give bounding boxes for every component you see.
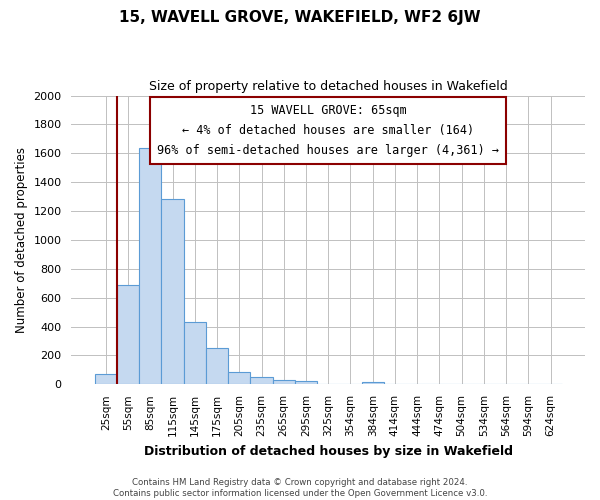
X-axis label: Distribution of detached houses by size in Wakefield: Distribution of detached houses by size …	[144, 444, 513, 458]
Text: Contains HM Land Registry data © Crown copyright and database right 2024.
Contai: Contains HM Land Registry data © Crown c…	[113, 478, 487, 498]
Text: 15, WAVELL GROVE, WAKEFIELD, WF2 6JW: 15, WAVELL GROVE, WAKEFIELD, WF2 6JW	[119, 10, 481, 25]
Bar	[139, 148, 161, 384]
Bar	[117, 284, 139, 384]
Bar	[95, 374, 117, 384]
Text: 15 WAVELL GROVE: 65sqm
← 4% of detached houses are smaller (164)
96% of semi-det: 15 WAVELL GROVE: 65sqm ← 4% of detached …	[157, 104, 499, 157]
Bar	[228, 372, 250, 384]
Bar	[272, 380, 295, 384]
Y-axis label: Number of detached properties: Number of detached properties	[15, 147, 28, 333]
Bar	[184, 322, 206, 384]
Bar	[161, 199, 184, 384]
Bar	[206, 348, 228, 385]
Bar	[362, 382, 384, 384]
Bar	[250, 377, 272, 384]
Title: Size of property relative to detached houses in Wakefield: Size of property relative to detached ho…	[149, 80, 508, 93]
Bar	[295, 381, 317, 384]
